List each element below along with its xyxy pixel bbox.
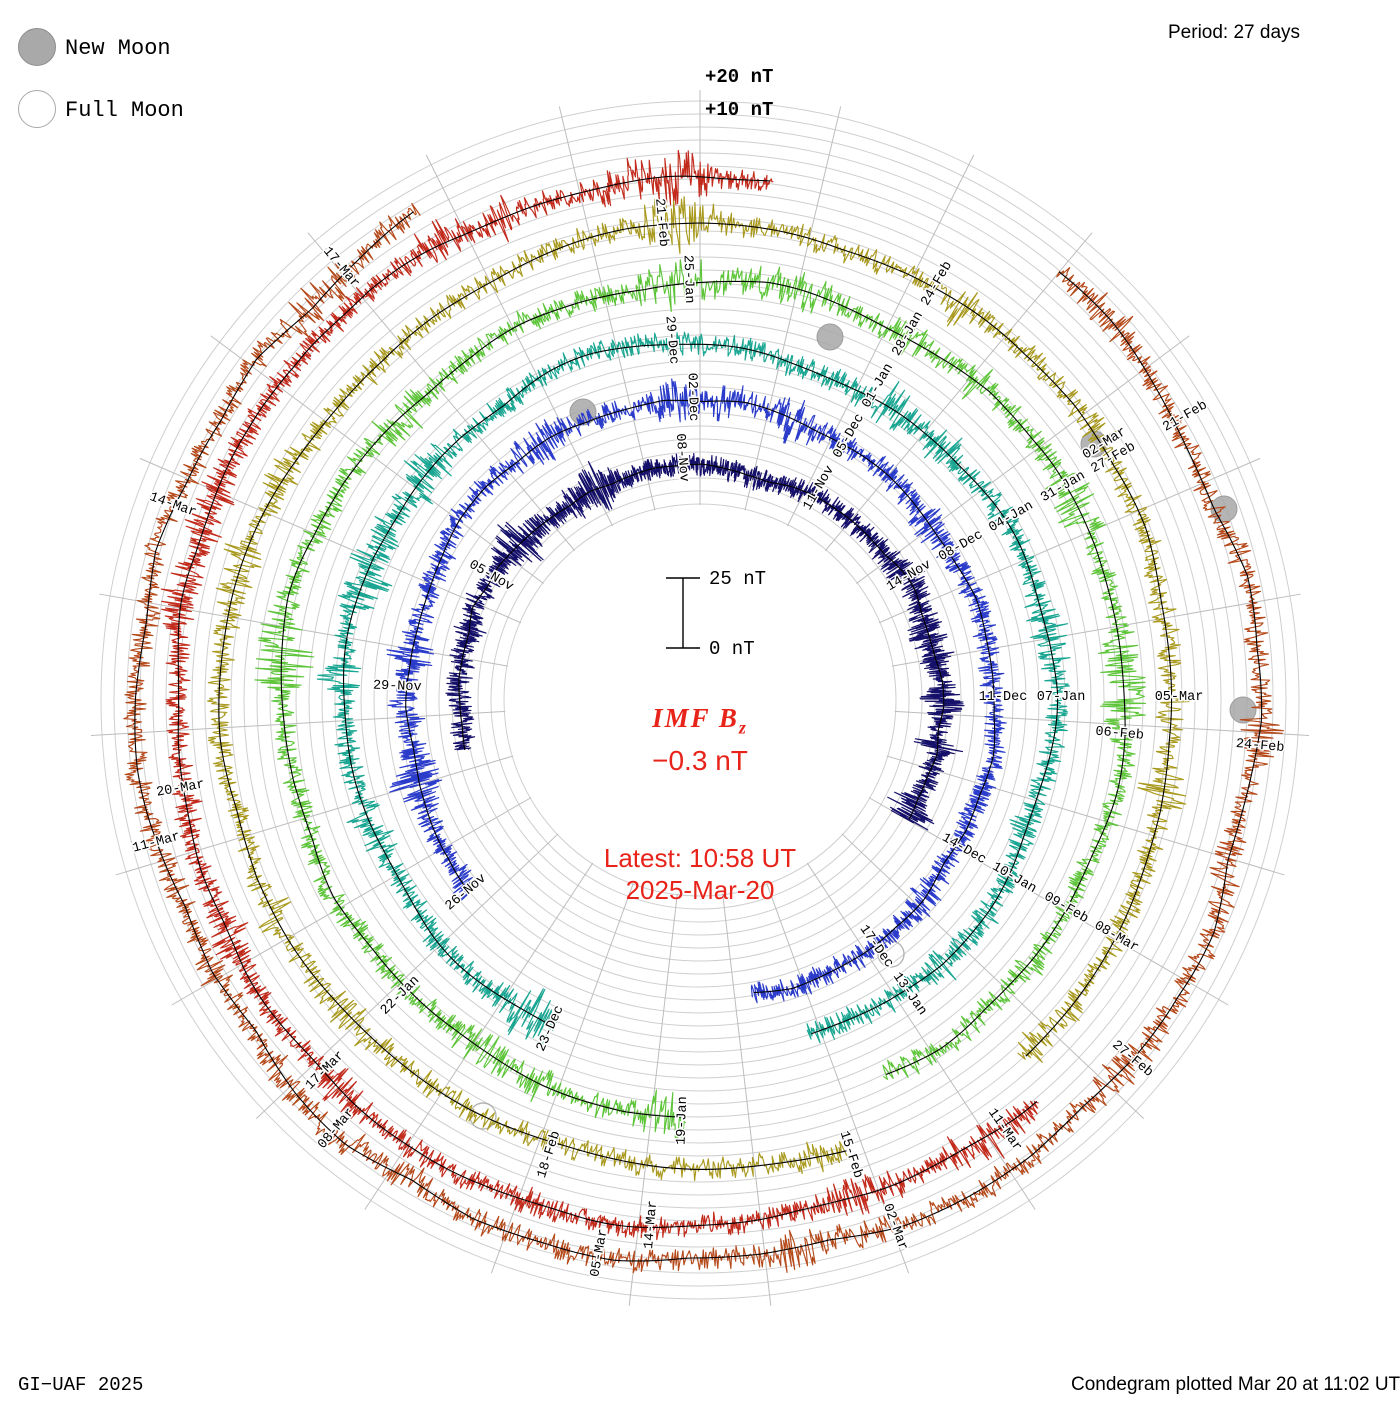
svg-text:29-Nov: 29-Nov [373,679,422,696]
svg-text:+20 nT: +20 nT [705,66,773,88]
svg-text:25-Jan: 25-Jan [679,255,696,304]
svg-text:19-Jan: 19-Jan [674,1096,691,1145]
svg-text:+10 nT: +10 nT [705,99,773,121]
svg-text:05-Mar: 05-Mar [1155,690,1204,705]
svg-text:07-Jan: 07-Jan [1037,690,1086,705]
svg-text:02-Dec: 02-Dec [684,373,701,422]
svg-text:25 nT: 25 nT [709,568,766,590]
svg-text:0 nT: 0 nT [709,638,755,660]
svg-text:11-Dec: 11-Dec [979,690,1028,705]
